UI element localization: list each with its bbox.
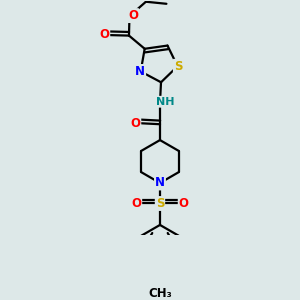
Text: O: O (131, 197, 141, 210)
Text: O: O (99, 28, 109, 41)
Text: S: S (156, 197, 164, 210)
Text: S: S (174, 60, 182, 73)
Text: O: O (179, 197, 189, 210)
Text: O: O (128, 9, 138, 22)
Text: NH: NH (156, 97, 175, 107)
Text: N: N (155, 176, 165, 190)
Text: O: O (130, 117, 140, 130)
Text: N: N (135, 65, 145, 78)
Text: CH₃: CH₃ (148, 287, 172, 300)
